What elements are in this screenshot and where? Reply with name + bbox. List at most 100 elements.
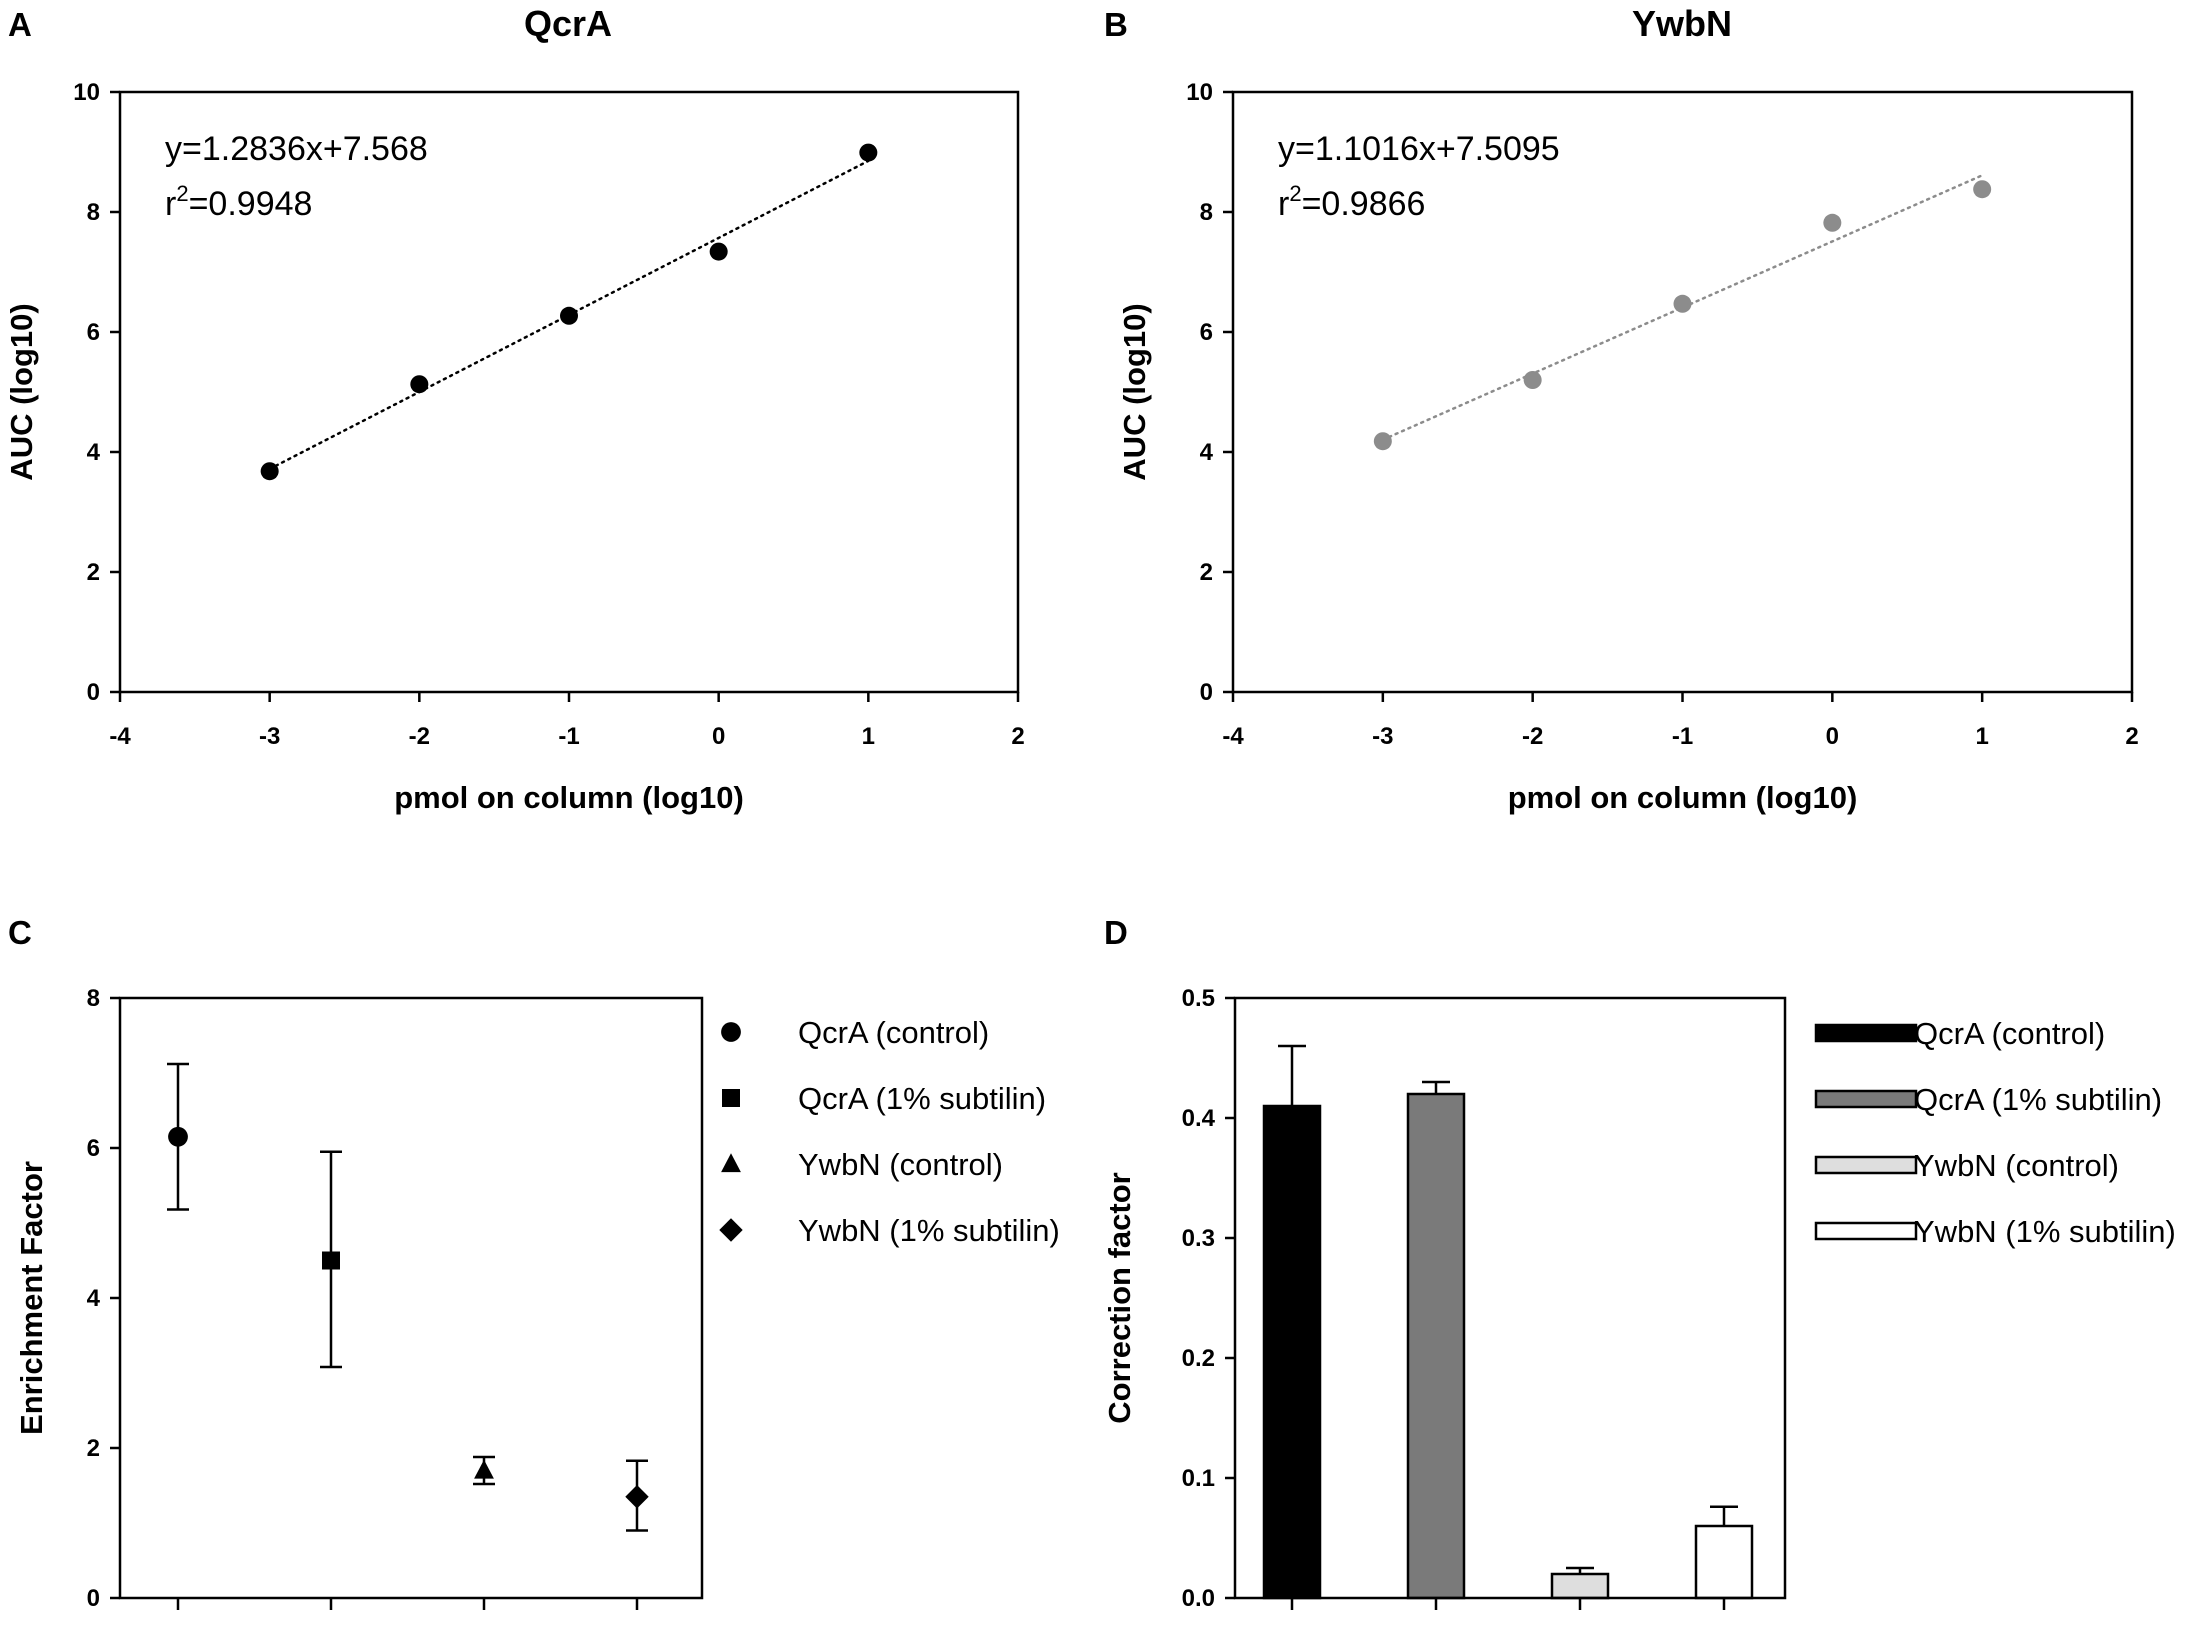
legend-label: YwbN (control) xyxy=(1914,1148,2119,1183)
y-tick-label: 6 xyxy=(1200,319,1213,346)
legend-label: QcrA (1% subtilin) xyxy=(798,1081,1046,1116)
y-tick-label: 8 xyxy=(87,985,100,1012)
legend-label: QcrA (1% subtilin) xyxy=(1914,1082,2162,1117)
regression-line xyxy=(1381,174,1984,441)
x-tick-label: -1 xyxy=(1672,723,1693,750)
y-tick-label: 2 xyxy=(87,1435,100,1462)
plot-frame xyxy=(118,90,1020,694)
chart-title: QcrA xyxy=(524,3,612,44)
regression-equation: y=1.2836x+7.568 xyxy=(165,130,428,168)
r-squared: r2=0.9866 xyxy=(1278,181,1425,223)
data-point xyxy=(410,375,429,394)
legend-marker-square xyxy=(722,1089,740,1107)
legend-marker-circle xyxy=(721,1022,741,1042)
data-point xyxy=(1373,432,1392,451)
y-axis-label: Enrichment Factor xyxy=(14,1161,49,1435)
y-tick-label: 0 xyxy=(1200,679,1213,706)
y-tick-label: 0.5 xyxy=(1182,985,1215,1012)
x-tick-label: -1 xyxy=(558,723,579,750)
legend: QcrA (control) QcrA (1% subtilin) YwbN (co… xyxy=(1814,1016,2176,1249)
data-point xyxy=(1973,180,1992,199)
data-point xyxy=(560,306,578,325)
panel-d: D 0.0 0.1 0.2 0.3 0.4 0.5 Correction factor QcrA… xyxy=(1102,914,2176,1612)
data-point-square xyxy=(322,1251,340,1270)
y-tick-label: 4 xyxy=(1200,439,1214,466)
chart-title: YwbN xyxy=(1632,3,1732,44)
y-tick-label: 0 xyxy=(87,679,100,706)
y-tick-label: 8 xyxy=(87,199,100,226)
y-tick-label: 6 xyxy=(87,319,100,346)
data-point xyxy=(1673,294,1692,313)
legend-marker-triangle xyxy=(721,1153,741,1173)
data-point xyxy=(859,143,878,162)
panel-b: B YwbN 0 2 4 6 8 10 -4 -3 -2 -1 0 1 2 pmol on column (l… xyxy=(1104,3,2139,815)
y-tick-label: 4 xyxy=(87,439,101,466)
y-tick-label: 2 xyxy=(1200,559,1213,586)
panel-letter: A xyxy=(8,6,32,43)
x-axis-label: pmol on column (log10) xyxy=(1508,780,1858,815)
y-tick-label: 0.2 xyxy=(1182,1345,1215,1372)
y-tick-label: 0.1 xyxy=(1182,1465,1215,1492)
legend-swatch xyxy=(1814,1089,1918,1109)
x-tick-label: 2 xyxy=(1011,723,1024,750)
data-point xyxy=(709,242,728,261)
data-point xyxy=(1523,371,1542,389)
r-squared-prefix: r xyxy=(1278,185,1289,223)
y-tick-label: 8 xyxy=(1200,199,1213,226)
panel-letter: C xyxy=(8,914,32,951)
r-squared-superscript: 2 xyxy=(176,181,188,206)
y-axis-label: AUC (log10) xyxy=(1117,303,1152,480)
legend: QcrA (control) QcrA (1% subtilin) YwbN (co… xyxy=(719,1015,1060,1248)
r-squared-superscript: 2 xyxy=(1289,181,1301,206)
plot-frame xyxy=(1231,90,2134,694)
y-axis-label: AUC (log10) xyxy=(4,303,39,480)
legend-label: YwbN (control) xyxy=(798,1147,1003,1182)
x-tick-label: 0 xyxy=(1826,723,1839,750)
y-tick-label: 0.0 xyxy=(1182,1585,1215,1612)
bar xyxy=(1550,1572,1610,1600)
x-tick-label: 1 xyxy=(862,723,875,750)
x-tick-label: -3 xyxy=(1372,723,1393,750)
x-tick-label: -2 xyxy=(409,723,430,750)
bar xyxy=(1406,1092,1466,1600)
x-tick-label: -3 xyxy=(259,723,280,750)
panel-a: A QcrA 0 2 4 6 8 10 -4 -3 -2 -1 0 1 2 pmol on column (l… xyxy=(4,3,1025,815)
r-squared-value: =0.9948 xyxy=(189,185,313,223)
legend-swatch xyxy=(1814,1221,1918,1241)
y-axis-label: Correction factor xyxy=(1102,1172,1137,1423)
y-tick-label: 10 xyxy=(1186,79,1213,106)
y-tick-label: 4 xyxy=(87,1285,101,1312)
r-squared-prefix: r xyxy=(165,185,176,223)
plot-frame xyxy=(1233,996,1787,1600)
legend-label: QcrA (control) xyxy=(798,1015,989,1050)
bar xyxy=(1694,1524,1754,1600)
plot-frame xyxy=(118,996,704,1600)
x-tick-label: 0 xyxy=(712,723,725,750)
x-tick-label: -4 xyxy=(1222,723,1244,750)
x-tick-label: -4 xyxy=(109,723,131,750)
data-point xyxy=(260,462,279,481)
data-point-diamond xyxy=(625,1485,649,1509)
legend-label: YwbN (1% subtilin) xyxy=(798,1213,1060,1248)
panel-letter: B xyxy=(1104,6,1128,43)
bar xyxy=(1262,1104,1322,1600)
regression-equation: y=1.1016x+7.5095 xyxy=(1278,130,1560,168)
x-axis-label: pmol on column (log10) xyxy=(394,780,744,815)
legend-label: QcrA (control) xyxy=(1914,1016,2105,1051)
r-squared: r2=0.9948 xyxy=(165,181,312,223)
y-tick-label: 0.4 xyxy=(1182,1105,1216,1132)
y-tick-label: 10 xyxy=(73,79,100,106)
legend-marker-diamond xyxy=(719,1218,743,1242)
y-tick-label: 6 xyxy=(87,1135,100,1162)
x-tick-label: -2 xyxy=(1522,723,1543,750)
panel-letter: D xyxy=(1104,914,1128,951)
data-point xyxy=(1823,213,1842,232)
y-tick-label: 0 xyxy=(87,1585,100,1612)
legend-swatch xyxy=(1814,1023,1918,1043)
data-point-circle xyxy=(168,1126,188,1147)
y-tick-label: 0.3 xyxy=(1182,1225,1215,1252)
x-tick-label: 1 xyxy=(1975,723,1988,750)
data-point-triangle xyxy=(474,1459,494,1479)
